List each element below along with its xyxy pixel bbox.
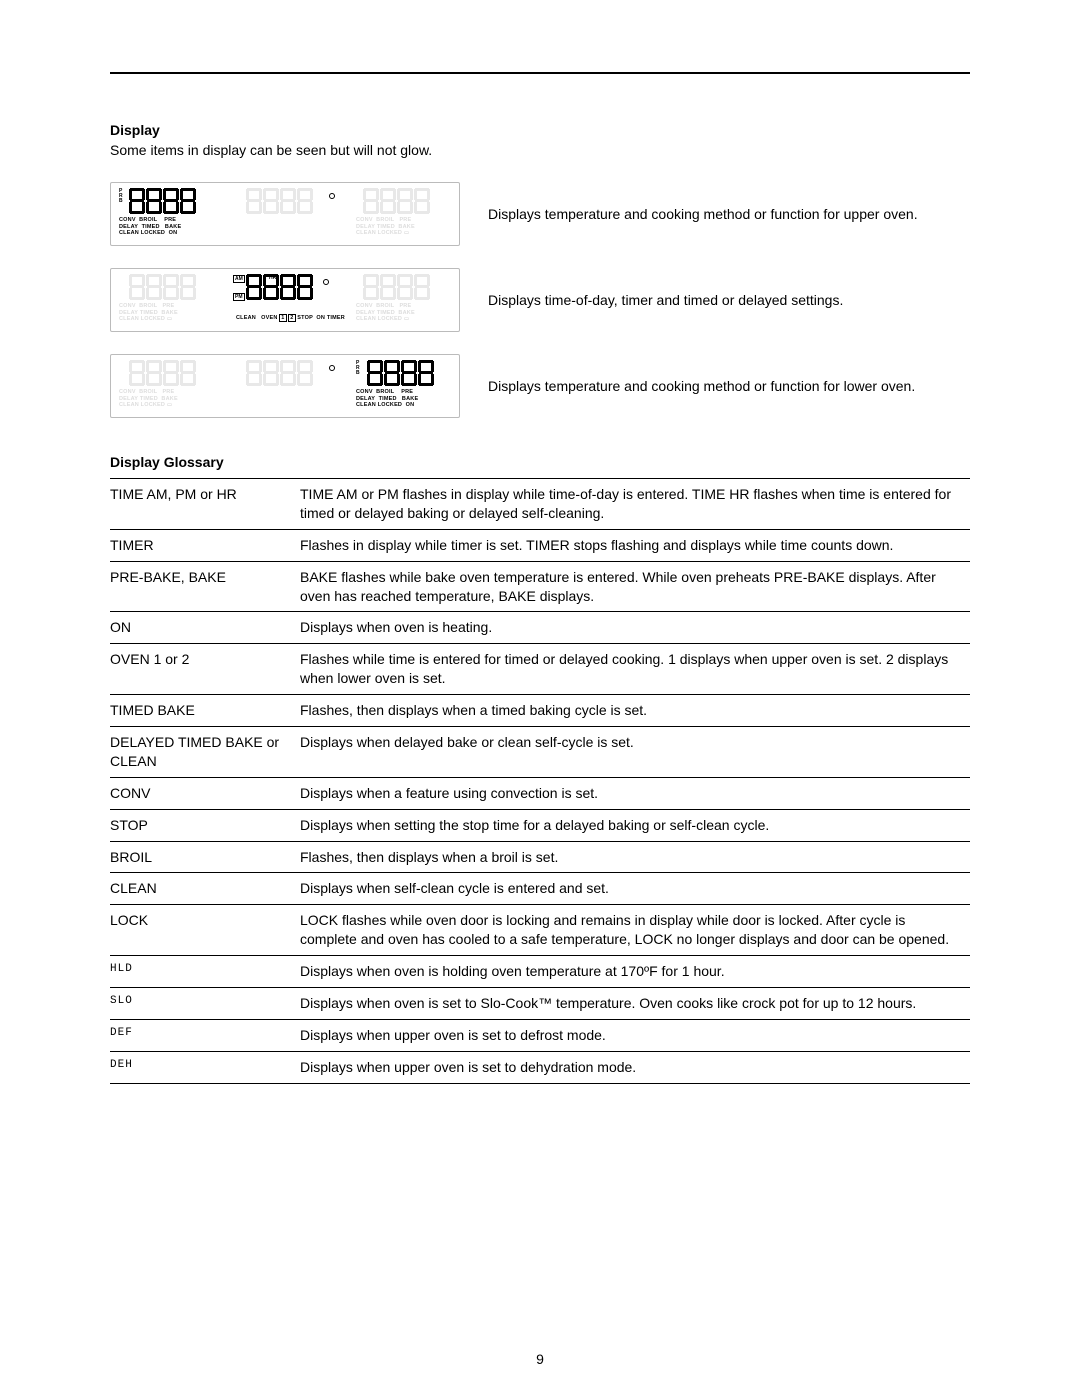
glossary-term: ON	[110, 612, 300, 644]
lower-mini-labels: CONV BROIL PRE DELAY TIMED BAKE CLEAN LO…	[356, 389, 418, 409]
table-row: OVEN 1 or 2Flashes while time is entered…	[110, 644, 970, 695]
upper-mini-labels: CONV BROIL PRE DELAY TIMED BAKE CLEAN LO…	[119, 217, 209, 237]
glossary-desc: Displays when upper oven is set to defro…	[300, 1019, 970, 1051]
glossary-desc: Displays when oven is heating.	[300, 612, 970, 644]
table-row: DELAYED TIMED BAKE or CLEANDisplays when…	[110, 727, 970, 778]
glossary-desc: TIME AM or PM flashes in display while t…	[300, 479, 970, 530]
glossary-term: DEF	[110, 1019, 300, 1051]
glossary-term: CONV	[110, 777, 300, 809]
display-panels-group: P R B CONV BROIL PRE DELAY TIMED BAKE CL…	[110, 182, 970, 418]
table-row: SLODisplays when oven is set to Slo-Cook…	[110, 988, 970, 1020]
glossary-term: DELAYED TIMED BAKE or CLEAN	[110, 727, 300, 778]
glossary-term: TIME AM, PM or HR	[110, 479, 300, 530]
glossary-desc: BAKE flashes while bake oven temperature…	[300, 561, 970, 612]
glossary-term: LOCK	[110, 905, 300, 956]
glossary-term: DEH	[110, 1051, 300, 1083]
intro-text: Some items in display can be seen but wi…	[110, 142, 970, 158]
glossary-term: STOP	[110, 809, 300, 841]
table-row: BROILFlashes, then displays when a broil…	[110, 841, 970, 873]
prb-b: B	[119, 199, 123, 204]
lower-indicator-dot	[329, 365, 335, 371]
center-bottom-labels: CLEAN OVEN 1 2 STOP ON TIMER	[236, 315, 356, 322]
table-row: STOPDisplays when setting the stop time …	[110, 809, 970, 841]
upper-center-ghost	[246, 188, 313, 214]
table-row: TIMED BAKEFlashes, then displays when a …	[110, 695, 970, 727]
glossary-title: Display Glossary	[110, 454, 970, 470]
display-caption-lower: Displays temperature and cooking method …	[488, 377, 970, 396]
upper-digits-active	[129, 188, 196, 214]
upper-right-ghost	[363, 188, 430, 214]
glossary-desc: Displays when a feature using convection…	[300, 777, 970, 809]
center-left-ghost	[129, 274, 196, 300]
top-rule	[110, 72, 970, 74]
glossary-desc: Displays when delayed bake or clean self…	[300, 727, 970, 778]
center-digits-active	[246, 274, 313, 300]
display-row-upper: P R B CONV BROIL PRE DELAY TIMED BAKE CL…	[110, 182, 970, 246]
display-panel-lower: CONV BROIL PREDELAY TIMED BAKECLEAN LOCK…	[110, 354, 460, 418]
table-row: TIMERFlashes in display while timer is s…	[110, 529, 970, 561]
glossary-term: HLD	[110, 956, 300, 988]
table-row: PRE-BAKE, BAKEBAKE flashes while bake ov…	[110, 561, 970, 612]
glossary-desc: LOCK flashes while oven door is locking …	[300, 905, 970, 956]
am-label: AM	[233, 275, 245, 283]
table-row: LOCKLOCK flashes while oven door is lock…	[110, 905, 970, 956]
page-number: 9	[0, 1351, 1080, 1367]
table-row: TIME AM, PM or HRTIME AM or PM flashes i…	[110, 479, 970, 530]
glossary-desc: Displays when setting the stop time for …	[300, 809, 970, 841]
indicator-dot	[329, 193, 335, 199]
glossary-desc: Flashes, then displays when a timed baki…	[300, 695, 970, 727]
table-row: DEHDisplays when upper oven is set to de…	[110, 1051, 970, 1083]
display-panel-center: CONV BROIL PREDELAY TIMED BAKECLEAN LOCK…	[110, 268, 460, 332]
glossary-desc: Displays when upper oven is set to dehyd…	[300, 1051, 970, 1083]
glossary-desc: Flashes in display while timer is set. T…	[300, 529, 970, 561]
glossary-term: TIMER	[110, 529, 300, 561]
display-panel-upper: P R B CONV BROIL PRE DELAY TIMED BAKE CL…	[110, 182, 460, 246]
table-row: HLDDisplays when oven is holding oven te…	[110, 956, 970, 988]
table-row: CLEANDisplays when self-clean cycle is e…	[110, 873, 970, 905]
glossary-desc: Displays when oven is holding oven tempe…	[300, 956, 970, 988]
section-title: Display	[110, 122, 970, 138]
glossary-desc: Flashes while time is entered for timed …	[300, 644, 970, 695]
display-caption-center: Displays time-of-day, timer and timed or…	[488, 291, 970, 310]
prb-labels: P R B	[119, 189, 123, 204]
glossary-term: CLEAN	[110, 873, 300, 905]
lower-digits-active	[367, 360, 434, 386]
center-right-ghost	[363, 274, 430, 300]
glossary-term: TIMED BAKE	[110, 695, 300, 727]
glossary-term: OVEN 1 or 2	[110, 644, 300, 695]
lower-prb-labels: P R B	[356, 361, 360, 376]
upper-right-ghost-labels: CONV BROIL PREDELAY TIMED BAKECLEAN LOCK…	[356, 217, 415, 237]
glossary-table: TIME AM, PM or HRTIME AM or PM flashes i…	[110, 478, 970, 1084]
display-row-lower: CONV BROIL PREDELAY TIMED BAKECLEAN LOCK…	[110, 354, 970, 418]
lower-left-ghost	[129, 360, 196, 386]
pm-label: PM	[233, 293, 245, 301]
table-row: DEFDisplays when upper oven is set to de…	[110, 1019, 970, 1051]
table-row: ONDisplays when oven is heating.	[110, 612, 970, 644]
glossary-desc: Flashes, then displays when a broil is s…	[300, 841, 970, 873]
glossary-desc: Displays when self-clean cycle is entere…	[300, 873, 970, 905]
table-row: CONVDisplays when a feature using convec…	[110, 777, 970, 809]
lower-center-ghost	[246, 360, 313, 386]
glossary-term: SLO	[110, 988, 300, 1020]
center-indicator-dot	[323, 279, 329, 285]
display-row-center: CONV BROIL PREDELAY TIMED BAKECLEAN LOCK…	[110, 268, 970, 332]
display-caption-upper: Displays temperature and cooking method …	[488, 205, 970, 224]
glossary-term: PRE-BAKE, BAKE	[110, 561, 300, 612]
glossary-term: BROIL	[110, 841, 300, 873]
glossary-desc: Displays when oven is set to Slo-Cook™ t…	[300, 988, 970, 1020]
